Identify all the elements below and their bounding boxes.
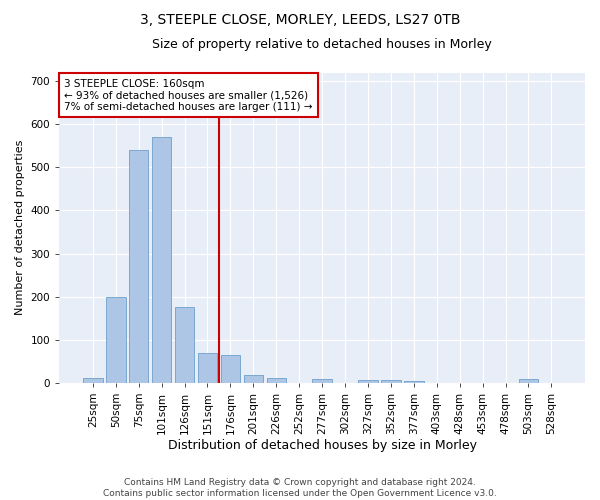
Text: 3, STEEPLE CLOSE, MORLEY, LEEDS, LS27 0TB: 3, STEEPLE CLOSE, MORLEY, LEEDS, LS27 0T… (140, 12, 460, 26)
Bar (152, 137, 172, 383)
Bar (129, 150, 148, 383)
Title: Size of property relative to detached houses in Morley: Size of property relative to detached ho… (152, 38, 492, 51)
Text: 3 STEEPLE CLOSE: 160sqm
← 93% of detached houses are smaller (1,526)
7% of semi-: 3 STEEPLE CLOSE: 160sqm ← 93% of detache… (64, 78, 313, 112)
Bar (198, 352, 217, 383)
Y-axis label: Number of detached properties: Number of detached properties (15, 140, 25, 316)
Bar (313, 380, 332, 383)
Bar (221, 355, 240, 383)
Bar (358, 380, 377, 383)
Bar (518, 380, 538, 383)
Bar (175, 308, 194, 383)
Bar (404, 380, 424, 383)
Text: Contains HM Land Registry data © Crown copyright and database right 2024.
Contai: Contains HM Land Registry data © Crown c… (103, 478, 497, 498)
Bar (244, 375, 263, 383)
Bar (381, 380, 401, 383)
Bar (106, 296, 125, 383)
X-axis label: Distribution of detached houses by size in Morley: Distribution of detached houses by size … (167, 440, 476, 452)
Bar (83, 378, 103, 383)
Bar (266, 378, 286, 383)
